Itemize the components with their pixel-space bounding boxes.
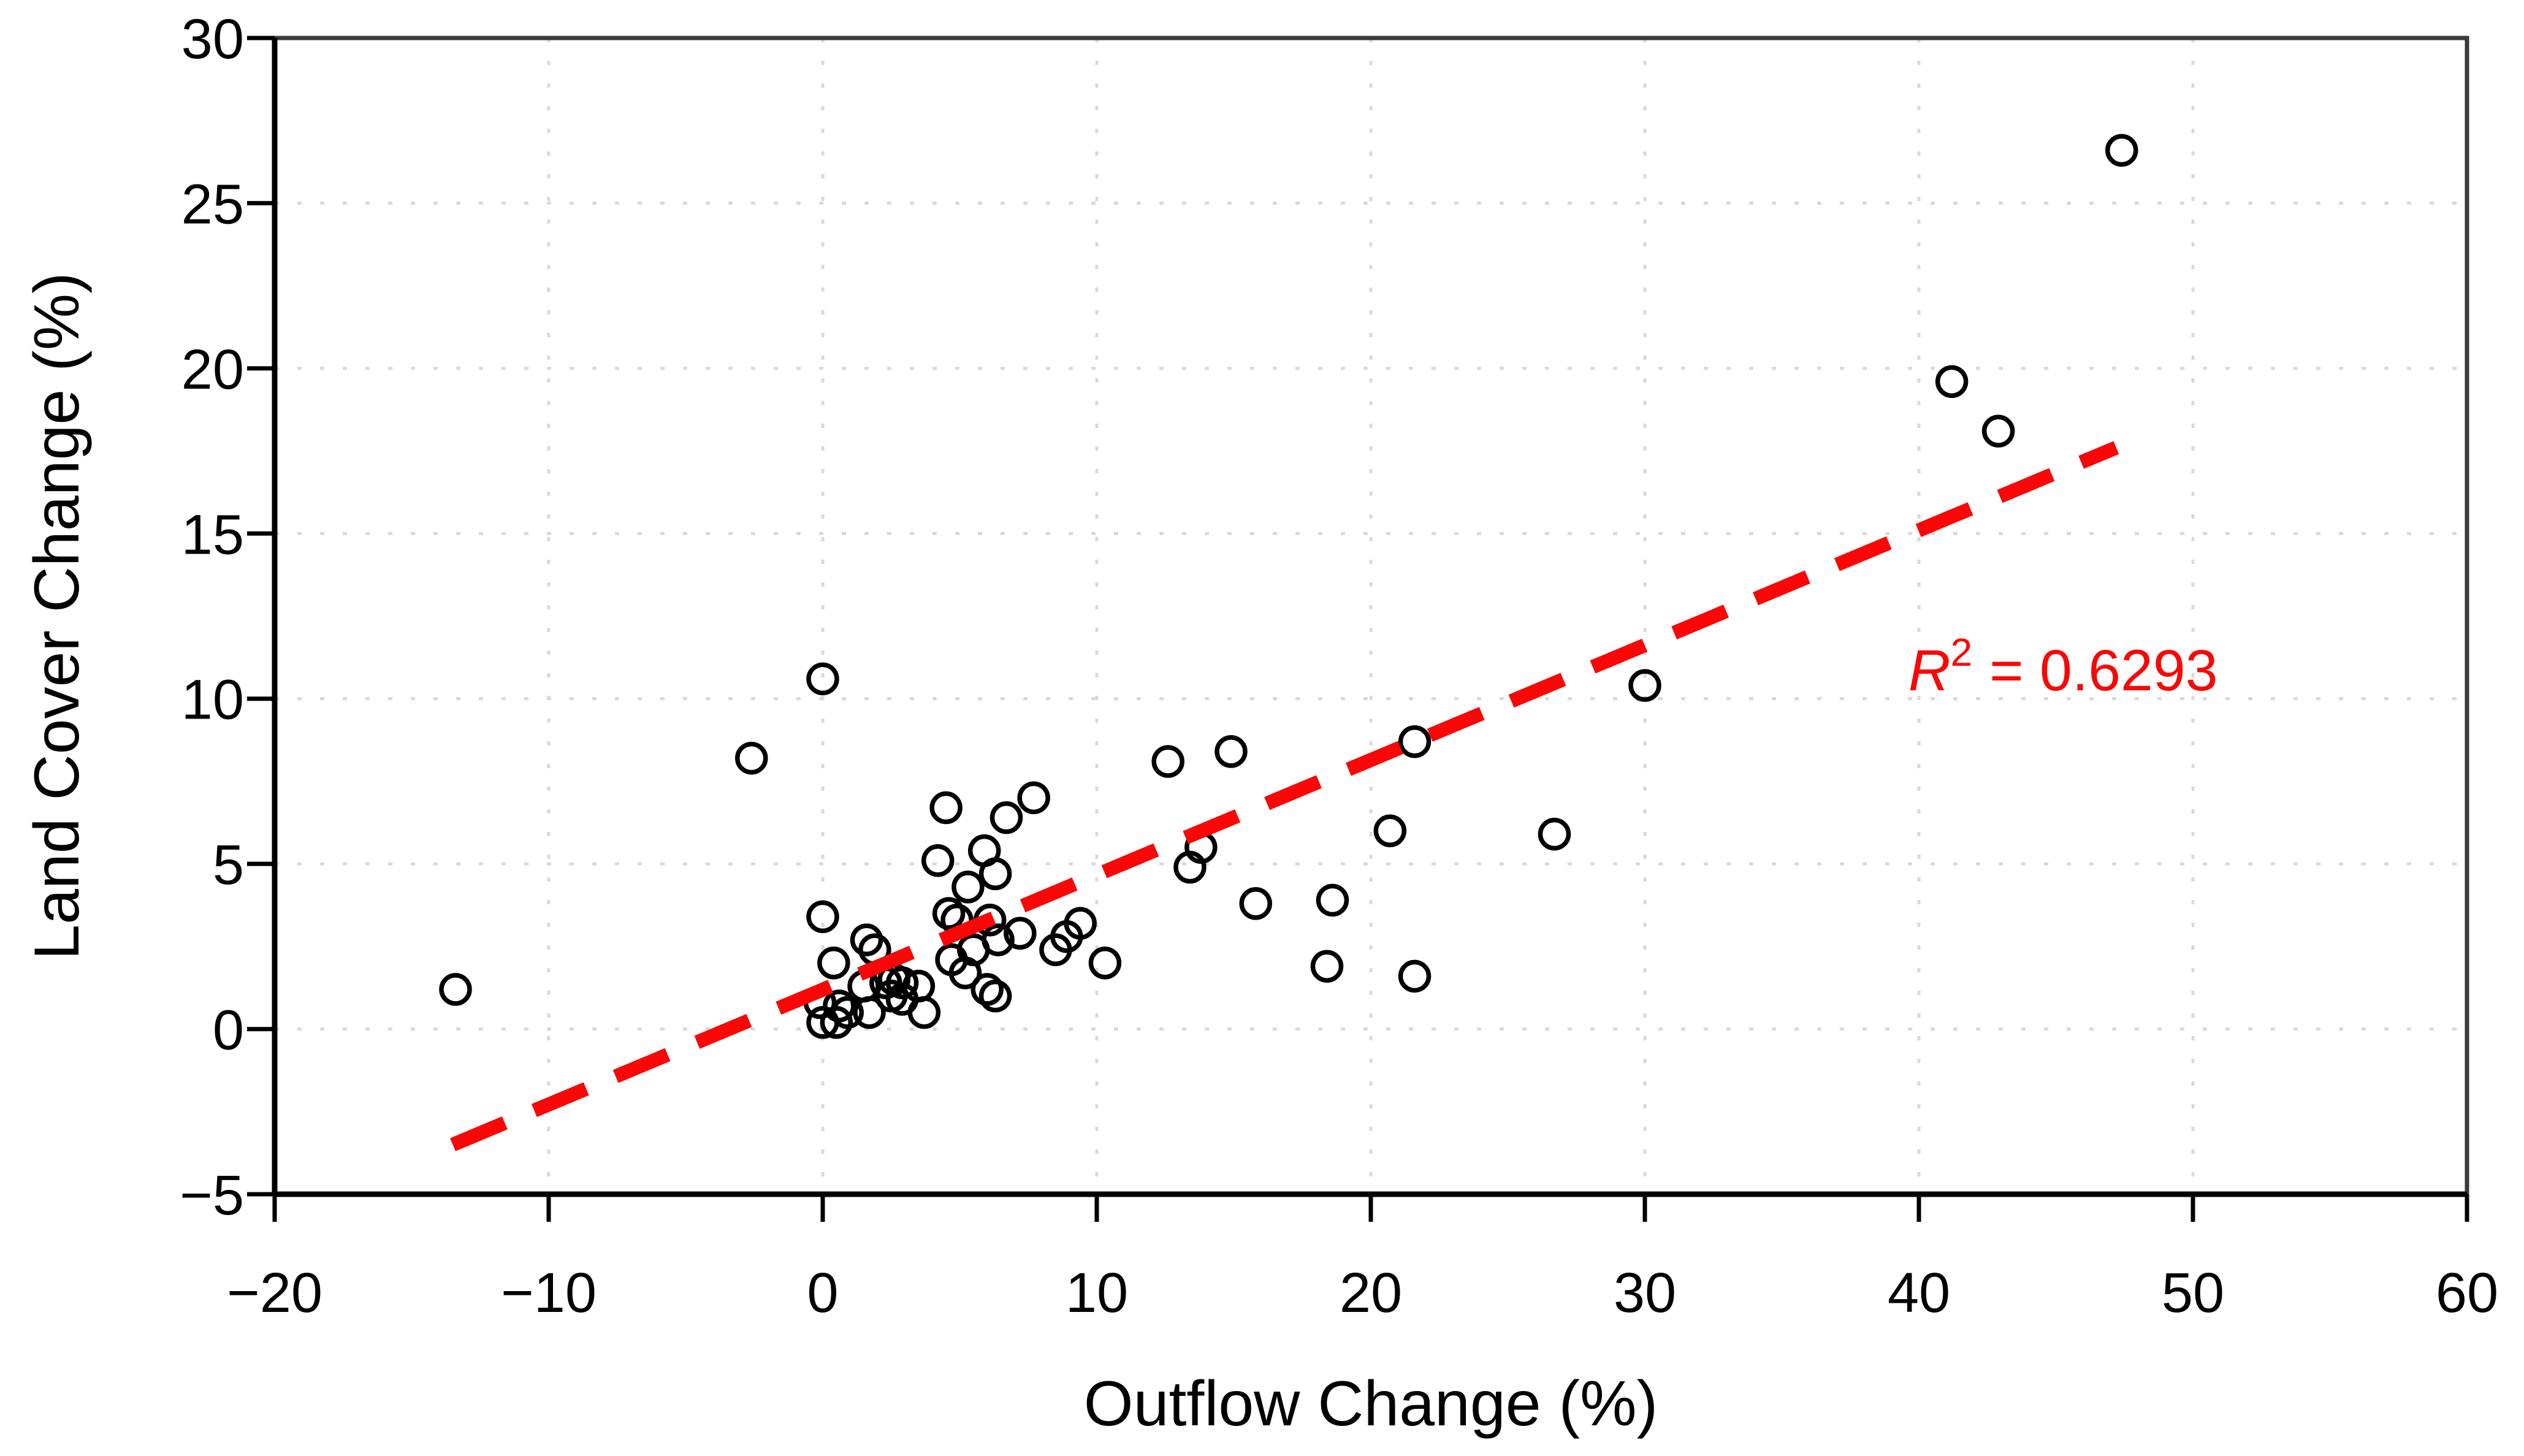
data-point (1064, 907, 1097, 940)
y-tick-label: 10 (181, 669, 244, 731)
data-point (439, 973, 472, 1006)
x-tick-label: 30 (1614, 1262, 1676, 1324)
data-point (853, 996, 886, 1029)
axis-ticks (247, 36, 2469, 1222)
data-point (929, 791, 963, 825)
data-point (932, 897, 966, 930)
x-axis-title: Outflow Change (%) (1084, 1368, 1658, 1439)
plot-frame (272, 36, 2469, 1197)
x-tick-label: 50 (2162, 1262, 2224, 1324)
data-point (1981, 414, 2015, 448)
data-point (1151, 745, 1184, 778)
x-tick-label: 0 (807, 1262, 838, 1324)
data-point (1935, 365, 1969, 398)
gridlines (275, 38, 2467, 1194)
x-tick-label: −10 (501, 1262, 597, 1324)
r-squared-annotation: R2 = 0.6293 (1908, 630, 2218, 703)
data-point (1017, 781, 1050, 815)
y-tick-label: 15 (181, 503, 244, 566)
data-point (951, 871, 985, 904)
data-point (970, 973, 1004, 1006)
y-tick-label: −5 (180, 1164, 244, 1227)
data-point (1214, 735, 1248, 768)
y-tick-label: 20 (181, 338, 244, 401)
data-point (1239, 887, 1273, 920)
data-point (1398, 725, 1432, 758)
y-tick-label: 5 (213, 834, 244, 896)
data-point (817, 947, 850, 980)
data-point (1538, 817, 1571, 851)
data-point (806, 662, 839, 696)
x-tick-label: 40 (1888, 1262, 1950, 1324)
data-point (1004, 917, 1037, 950)
y-axis-title: Land Cover Change (%) (21, 272, 93, 960)
plot-border (272, 36, 2469, 1197)
x-tick-label: 60 (2436, 1262, 2498, 1324)
data-point (806, 900, 839, 934)
y-tick-label: 25 (181, 173, 244, 235)
data-point (820, 1006, 853, 1039)
data-point (907, 996, 941, 1029)
y-tick-label: 30 (181, 8, 244, 71)
r-squared-text: R2 = 0.6293 (1908, 630, 2218, 703)
data-point (1088, 947, 1122, 980)
data-point (982, 923, 1015, 956)
axis-tick-labels: −20 −10 0 10 20 30 40 50 60 −5 0 5 10 15 20 25 30 (180, 8, 2498, 1324)
trendline-dashed (450, 441, 2119, 1151)
y-tick-label: 0 (213, 999, 244, 1062)
x-tick-label: −20 (227, 1262, 322, 1324)
x-tick-label: 10 (1066, 1262, 1128, 1324)
data-points (439, 134, 2138, 1039)
data-point (1316, 883, 1349, 917)
data-point (921, 844, 955, 877)
data-point (1398, 959, 1432, 993)
data-point (735, 741, 768, 775)
data-point (978, 857, 1012, 891)
data-point (831, 996, 864, 1029)
data-point (1373, 814, 1407, 848)
data-point (1310, 950, 1344, 983)
data-point (2105, 134, 2138, 167)
data-point (850, 923, 883, 956)
data-point (823, 989, 856, 1023)
data-point (978, 979, 1012, 1013)
data-point (1628, 669, 1661, 702)
trendline (450, 441, 2119, 1151)
data-point (989, 801, 1023, 834)
x-tick-label: 20 (1340, 1262, 1402, 1324)
